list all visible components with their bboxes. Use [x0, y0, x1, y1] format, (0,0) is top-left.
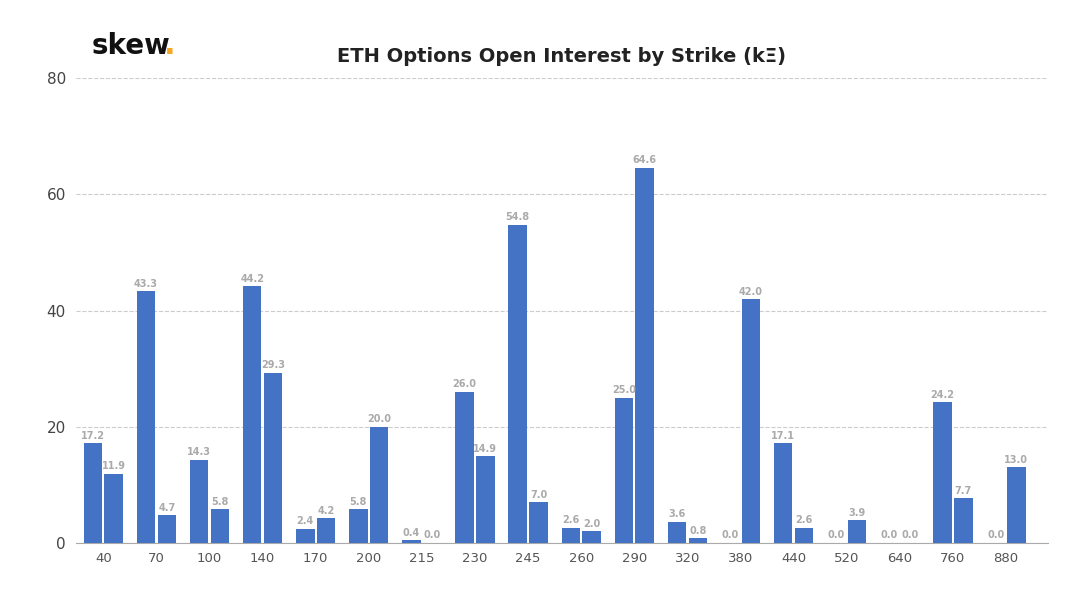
Bar — [562, 528, 580, 543]
Bar — [742, 299, 760, 543]
Text: 14.9: 14.9 — [473, 444, 498, 454]
Text: 17.2: 17.2 — [81, 431, 105, 441]
Text: 4.7: 4.7 — [158, 503, 175, 513]
Text: 17.1: 17.1 — [771, 431, 795, 441]
Text: 2.0: 2.0 — [583, 519, 600, 529]
Text: skew: skew — [92, 33, 171, 60]
Text: 3.9: 3.9 — [849, 508, 866, 518]
Bar — [795, 528, 813, 543]
Text: 0.0: 0.0 — [423, 531, 441, 540]
Text: 0.0: 0.0 — [881, 531, 899, 540]
Text: 42.0: 42.0 — [739, 286, 762, 297]
Text: 0.4: 0.4 — [403, 528, 420, 538]
Title: ETH Options Open Interest by Strike (kΞ): ETH Options Open Interest by Strike (kΞ) — [337, 46, 786, 66]
Text: 11.9: 11.9 — [102, 461, 125, 472]
Bar — [689, 538, 707, 543]
Text: 43.3: 43.3 — [134, 279, 158, 289]
Bar — [933, 402, 951, 543]
Text: 64.6: 64.6 — [633, 156, 657, 165]
Text: 0.0: 0.0 — [721, 531, 739, 540]
Text: 7.7: 7.7 — [955, 485, 972, 496]
Bar — [954, 498, 973, 543]
Text: 0.8: 0.8 — [689, 526, 706, 535]
Bar — [848, 520, 866, 543]
Text: 14.3: 14.3 — [187, 447, 211, 458]
Text: 2.6: 2.6 — [795, 516, 812, 525]
Bar — [158, 516, 176, 543]
Text: .: . — [164, 31, 176, 60]
Text: 3.6: 3.6 — [669, 510, 686, 520]
Text: 44.2: 44.2 — [240, 274, 265, 284]
Text: 0.0: 0.0 — [902, 531, 919, 540]
Bar — [349, 509, 367, 543]
Bar — [105, 473, 123, 543]
Text: 4.2: 4.2 — [318, 506, 335, 516]
Text: 0.0: 0.0 — [987, 531, 1004, 540]
Text: 29.3: 29.3 — [261, 361, 285, 370]
Bar — [211, 509, 229, 543]
Text: 24.2: 24.2 — [931, 390, 955, 400]
Bar — [667, 522, 686, 543]
Text: 2.4: 2.4 — [297, 516, 314, 526]
Text: 0.0: 0.0 — [827, 531, 845, 540]
Bar — [190, 459, 208, 543]
Bar — [316, 519, 335, 543]
Bar — [243, 286, 261, 543]
Text: 20.0: 20.0 — [367, 414, 391, 425]
Bar — [635, 168, 654, 543]
Bar — [83, 443, 103, 543]
Bar — [529, 502, 548, 543]
Bar — [264, 373, 282, 543]
Bar — [615, 397, 633, 543]
Bar — [582, 531, 600, 543]
Text: 7.0: 7.0 — [530, 490, 548, 500]
Bar — [1008, 467, 1026, 543]
Bar — [456, 392, 474, 543]
Text: 2.6: 2.6 — [563, 516, 580, 525]
Text: 5.8: 5.8 — [350, 497, 367, 507]
Bar — [402, 540, 421, 543]
Bar — [476, 456, 495, 543]
Bar — [509, 225, 527, 543]
Text: 54.8: 54.8 — [505, 212, 530, 223]
Bar — [296, 529, 314, 543]
Text: 5.8: 5.8 — [212, 497, 229, 507]
Text: 26.0: 26.0 — [453, 379, 476, 390]
Bar — [137, 291, 156, 543]
Text: 25.0: 25.0 — [612, 385, 636, 396]
Bar — [774, 443, 793, 543]
Bar — [370, 427, 389, 543]
Text: 13.0: 13.0 — [1004, 455, 1028, 465]
